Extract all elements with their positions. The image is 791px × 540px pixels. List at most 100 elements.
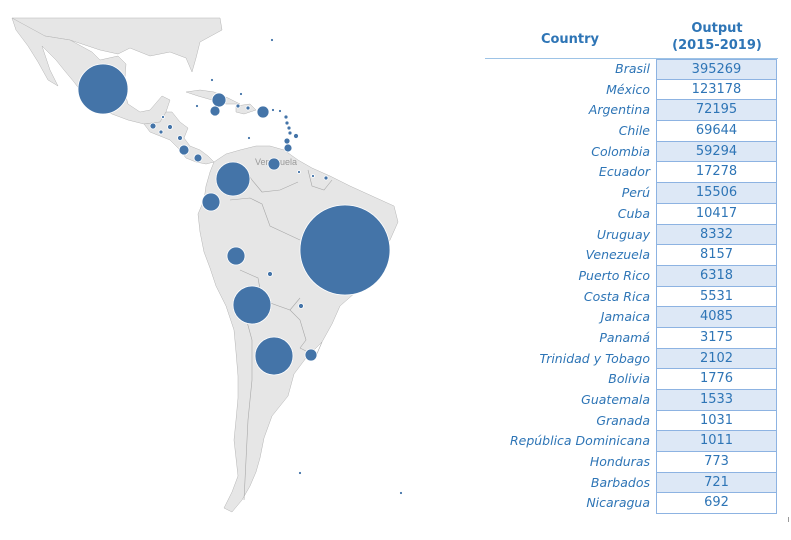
country-cell: República Dominicana — [509, 433, 650, 449]
table-row: México 123178 — [485, 79, 778, 101]
value-cell[interactable]: 59294 — [656, 141, 777, 163]
bubble-panama[interactable] — [193, 153, 203, 163]
table-row: Trinidad y Tobago 2102 — [485, 348, 778, 370]
bubble-el-salvador[interactable] — [158, 129, 164, 135]
value-cell[interactable]: 8332 — [656, 224, 777, 246]
value-cell[interactable]: 17278 — [656, 162, 777, 184]
bubble-jamaica[interactable] — [209, 105, 221, 117]
country-cell: Venezuela — [585, 247, 650, 263]
country-cell: Chile — [618, 123, 650, 139]
bubble-trinidad[interactable] — [283, 143, 293, 153]
bubble-dominican-republic[interactable] — [245, 105, 251, 111]
bubble-brasil[interactable] — [299, 204, 391, 296]
bubble-antigua[interactable] — [283, 114, 289, 120]
country-cell: Granada — [596, 412, 650, 428]
bubble-south-georgia[interactable] — [399, 491, 403, 495]
table-row: Perú 15506 — [485, 183, 778, 204]
country-cell: Puerto Rico — [578, 267, 651, 283]
bubbles — [77, 38, 403, 495]
bubble-belize[interactable] — [161, 115, 165, 119]
value-cell[interactable]: 15506 — [656, 183, 777, 204]
country-cell: Jamaica — [600, 309, 650, 325]
bubble-argentina[interactable] — [254, 336, 294, 376]
table-row: Argentina 72195 — [485, 100, 778, 122]
table-row: Jamaica 4085 — [485, 307, 778, 328]
header-divider — [485, 58, 778, 59]
bubble-costa-rica[interactable] — [178, 144, 190, 156]
bubble-grenada[interactable] — [283, 137, 291, 145]
bubble-venezuela[interactable] — [267, 157, 281, 171]
bubble-nicaragua[interactable] — [177, 135, 183, 141]
bubble-mexico[interactable] — [77, 63, 129, 115]
bubble-cayman[interactable] — [195, 104, 199, 108]
bubble-falklands[interactable] — [298, 471, 302, 475]
bubble-paraguay[interactable] — [298, 303, 304, 309]
table-row: Honduras 773 — [485, 452, 778, 473]
bubble-french-guiana[interactable] — [323, 175, 329, 181]
bubble-dominica[interactable] — [286, 125, 292, 131]
value-cell[interactable]: 6318 — [656, 265, 777, 287]
table-row: Uruguay 8332 — [485, 224, 778, 246]
bubble-anguilla[interactable] — [278, 109, 282, 113]
bubble-bahamas[interactable] — [210, 78, 214, 82]
value-cell[interactable]: 4085 — [656, 307, 777, 328]
table-row: Guatemala 1533 — [485, 390, 778, 411]
country-cell: Brasil — [615, 61, 650, 76]
header-country: Country — [540, 32, 600, 47]
bubble-uruguay[interactable] — [304, 348, 318, 362]
bubble-suriname[interactable] — [311, 174, 315, 178]
country-cell: Honduras — [589, 454, 650, 470]
table-row: Ecuador 17278 — [485, 162, 778, 184]
value-cell[interactable]: 8157 — [656, 245, 777, 266]
country-cell: Trinidad y Tobago — [539, 350, 650, 366]
bubble-aruba[interactable] — [247, 136, 251, 140]
header-output-years: (2015-2019) — [672, 38, 762, 53]
value-cell[interactable]: 123178 — [656, 79, 777, 101]
value-cell[interactable]: 721 — [656, 472, 777, 494]
table-row: Bolivia 1776 — [485, 369, 778, 390]
output-table: Country Output (2015-2019) Brasil 395269 … — [485, 0, 791, 540]
value-cell[interactable]: 5531 — [656, 286, 777, 308]
south-america-land — [197, 145, 399, 513]
value-cell[interactable]: 692 — [656, 493, 777, 515]
bubble-bermuda[interactable] — [270, 38, 274, 42]
table-row: Chile 69644 — [485, 121, 778, 142]
value-cell[interactable]: 773 — [656, 452, 777, 473]
bubble-puerto-rico[interactable] — [256, 105, 270, 119]
header-output: Output (2015-2019) — [656, 20, 778, 54]
value-cell[interactable]: 2102 — [656, 348, 777, 370]
country-cell: Argentina — [588, 102, 650, 118]
country-cell: Barbados — [590, 474, 650, 490]
table-row: Barbados 721 — [485, 472, 778, 494]
value-cell[interactable]: 10417 — [656, 203, 777, 225]
value-cell[interactable]: 72195 — [656, 100, 777, 122]
table-row: República Dominicana 1011 — [485, 431, 778, 453]
bubble-guyana[interactable] — [297, 170, 301, 174]
value-cell[interactable]: 1011 — [656, 431, 777, 453]
bubble-chile[interactable] — [232, 285, 272, 325]
bubble-turks[interactable] — [239, 92, 243, 96]
bubble-cuba[interactable] — [211, 92, 227, 108]
value-cell[interactable]: 1031 — [656, 410, 777, 432]
country-cell: Guatemala — [581, 392, 650, 407]
bubble-guatemala[interactable] — [149, 122, 157, 130]
bubble-honduras[interactable] — [167, 124, 173, 130]
bubble-bolivia[interactable] — [267, 271, 273, 277]
bubble-virgin-islands[interactable] — [271, 108, 275, 112]
table-row: Cuba 10417 — [485, 203, 778, 225]
bubble-haiti[interactable] — [235, 103, 241, 109]
value-cell[interactable]: 69644 — [656, 121, 777, 142]
country-cell: Panamá — [599, 329, 650, 345]
value-cell[interactable]: 1533 — [656, 390, 777, 411]
table-row: Venezuela 8157 — [485, 245, 778, 266]
bubble-colombia[interactable] — [215, 161, 251, 197]
bubble-barbados[interactable] — [293, 133, 299, 139]
value-cell[interactable]: 1776 — [656, 369, 777, 390]
bubble-ecuador[interactable] — [201, 192, 221, 212]
bubble-martinique[interactable] — [287, 130, 293, 136]
value-cell[interactable]: 395269 — [656, 59, 777, 80]
bubble-peru[interactable] — [226, 246, 246, 266]
value-cell[interactable]: 3175 — [656, 327, 777, 349]
bubble-guadeloupe[interactable] — [284, 120, 290, 126]
country-cell: Uruguay — [596, 226, 650, 242]
